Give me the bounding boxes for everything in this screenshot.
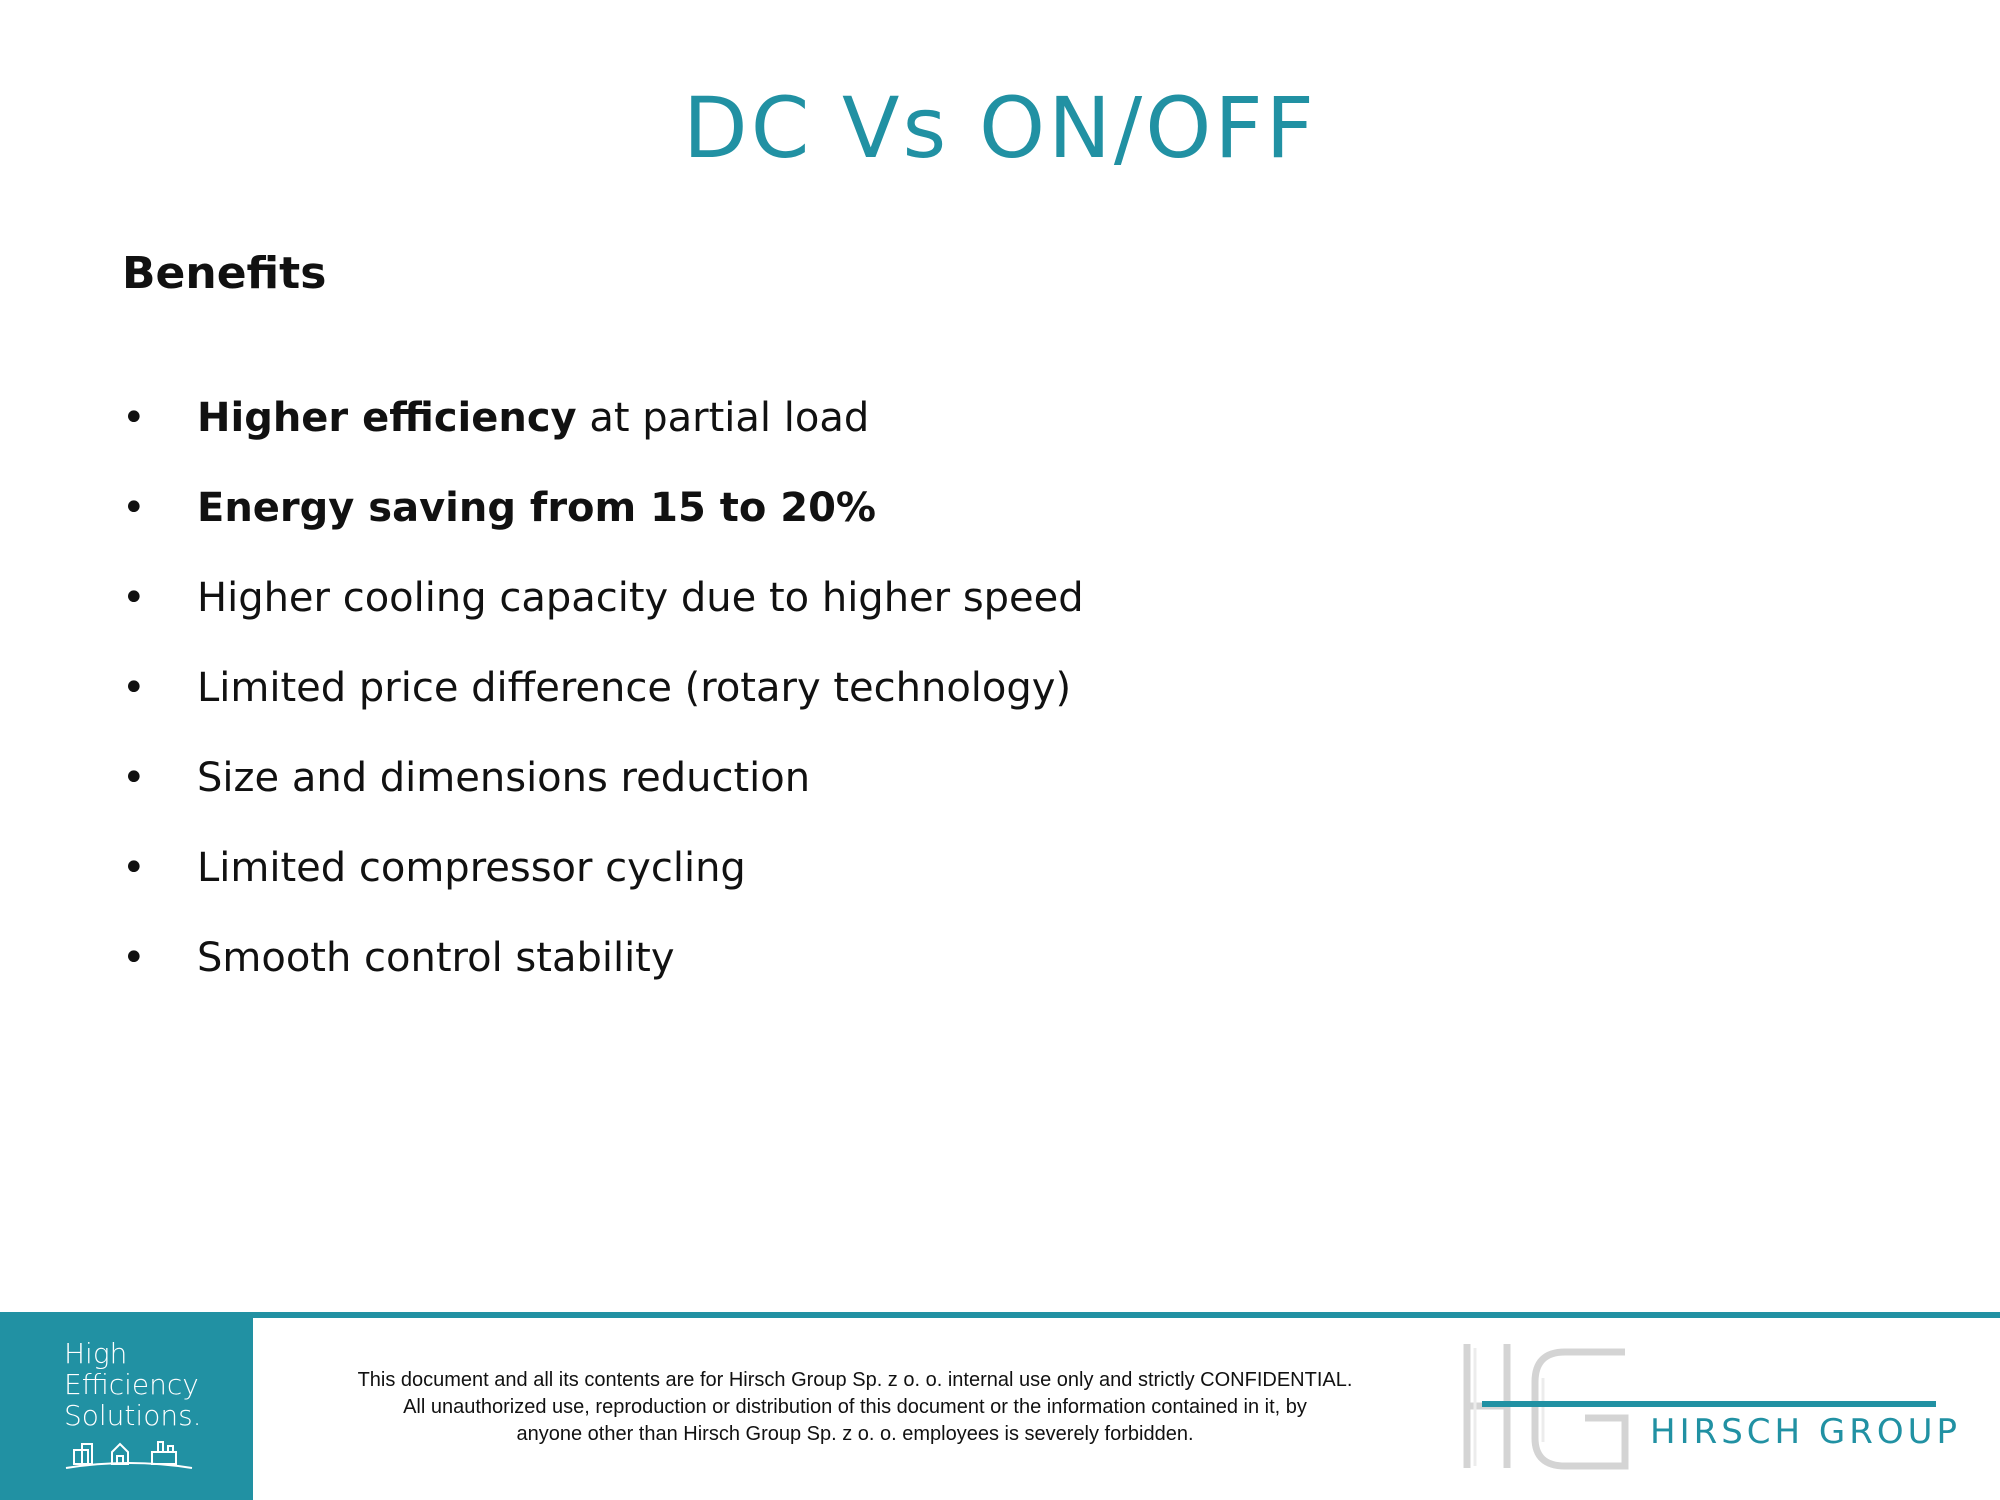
- list-item: • Energy saving from 15 to 20%: [122, 478, 1422, 568]
- notice-line: anyone other than Hirsch Group Sp. z o. …: [516, 1423, 1194, 1445]
- bullet-icon: •: [122, 935, 146, 981]
- benefit-text: Limited compressor cycling: [197, 838, 746, 898]
- section-heading: Benefits: [122, 248, 327, 299]
- list-item: • Higher cooling capacity due to higher …: [122, 568, 1422, 658]
- benefit-text: Smooth control stability: [197, 928, 675, 988]
- tagline-line: Efficiency: [64, 1368, 199, 1401]
- slide-title: DC Vs ON/OFF: [683, 79, 1317, 177]
- benefit-text: Limited price difference (rotary technol…: [197, 658, 1071, 718]
- benefit-bold-text: Higher efficiency: [197, 395, 577, 441]
- confidentiality-notice: This document and all its contents are f…: [270, 1367, 1440, 1448]
- notice-line: All unauthorized use, reproduction or di…: [403, 1396, 1307, 1418]
- benefit-plain-text: Smooth control stability: [197, 935, 675, 981]
- footer-brand-panel: High Efficiency Solutions.: [0, 1312, 253, 1500]
- benefits-list: • Higher efficiency at partial load • En…: [122, 388, 1422, 1018]
- benefit-text: Energy saving from 15 to 20%: [197, 478, 876, 538]
- bullet-icon: •: [122, 395, 146, 441]
- benefit-plain-text: Limited price difference (rotary technol…: [197, 665, 1072, 711]
- list-item: • Limited price difference (rotary techn…: [122, 658, 1422, 748]
- tagline-line: High: [64, 1337, 128, 1370]
- list-item: • Size and dimensions reduction: [122, 748, 1422, 838]
- list-item: • Smooth control stability: [122, 928, 1422, 1018]
- footer-divider: [0, 1312, 2000, 1318]
- list-item: • Limited compressor cycling: [122, 838, 1422, 928]
- footer-tagline: High Efficiency Solutions.: [64, 1338, 202, 1431]
- benefit-text: Higher cooling capacity due to higher sp…: [197, 568, 1084, 628]
- bullet-icon: •: [122, 755, 146, 801]
- benefit-plain-text: at partial load: [576, 395, 870, 441]
- benefit-plain-text: Limited compressor cycling: [197, 845, 746, 891]
- benefit-text: Higher efficiency at partial load: [197, 388, 869, 448]
- bullet-icon: •: [122, 575, 146, 621]
- benefit-plain-text: Size and dimensions reduction: [197, 755, 811, 801]
- benefit-text: Size and dimensions reduction: [197, 748, 810, 808]
- bullet-icon: •: [122, 845, 146, 891]
- benefit-plain-text: Higher cooling capacity due to higher sp…: [197, 575, 1084, 621]
- tagline-line: Solutions.: [64, 1399, 202, 1432]
- hg-logo-line: [1482, 1401, 1936, 1407]
- notice-line: This document and all its contents are f…: [357, 1369, 1353, 1391]
- bullet-icon: •: [122, 665, 146, 711]
- buildings-icon: [65, 1441, 193, 1469]
- list-item: • Higher efficiency at partial load: [122, 388, 1422, 478]
- company-name: HIRSCH GROUP: [1650, 1412, 1962, 1452]
- bullet-icon: •: [122, 485, 146, 531]
- benefit-bold-text: Energy saving from 15 to 20%: [197, 485, 876, 531]
